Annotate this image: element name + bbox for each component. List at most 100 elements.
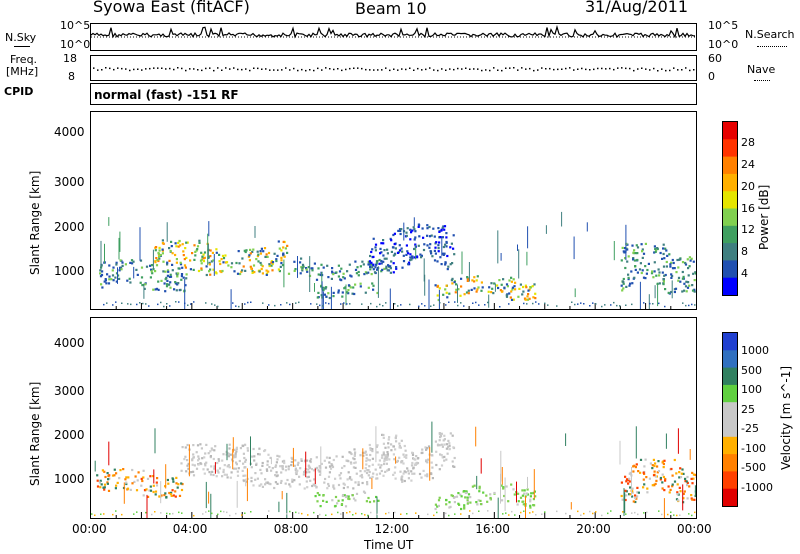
echo-cell — [154, 261, 157, 264]
echo-cell — [170, 491, 173, 494]
echo-cell — [394, 436, 397, 439]
echo-cell — [189, 259, 192, 262]
echo-cell — [236, 272, 240, 275]
echo-cell — [181, 446, 184, 449]
echo-streak — [625, 224, 627, 261]
freq-point — [97, 69, 99, 71]
echo-cell — [466, 501, 470, 504]
echo-cell — [108, 275, 111, 278]
echo-cell — [364, 451, 367, 454]
echo-cell — [184, 284, 187, 287]
echo-cell — [312, 469, 316, 472]
ground-scatter — [148, 305, 150, 307]
echo-cell — [402, 462, 405, 465]
echo-cell — [263, 247, 267, 250]
echo-cell — [386, 248, 389, 251]
echo-cell — [303, 460, 307, 463]
echo-cell — [651, 270, 654, 273]
echo-cell — [169, 249, 172, 253]
echo-cell — [331, 499, 334, 502]
echo-cell — [343, 465, 346, 468]
echo-cell — [519, 496, 523, 499]
echo-cell — [244, 474, 247, 477]
echo-cell — [357, 274, 360, 277]
ground-scatter — [673, 514, 675, 516]
echo-cell — [275, 471, 278, 474]
echo-cell — [239, 272, 242, 276]
echo-cell — [215, 251, 218, 254]
echo-cell — [175, 476, 178, 479]
echo-cell — [365, 471, 369, 475]
ground-scatter — [214, 304, 216, 306]
freq-point — [453, 68, 455, 71]
echo-cell — [634, 252, 637, 255]
echo-cell — [380, 456, 384, 459]
echo-cell — [244, 458, 247, 461]
echo-cell — [316, 466, 319, 469]
echo-cell — [96, 479, 99, 482]
echo-cell — [347, 289, 350, 292]
echo-cell — [341, 499, 344, 502]
freq-point — [465, 67, 467, 69]
echo-cell — [445, 241, 448, 244]
freq-point — [345, 68, 347, 71]
echo-cell — [343, 483, 346, 486]
freq-point — [205, 67, 207, 70]
echo-cell — [180, 278, 183, 281]
freq-point — [137, 68, 139, 70]
echo-cell — [679, 476, 683, 479]
echo-streak — [118, 237, 120, 260]
echo-cell — [386, 456, 389, 459]
echo-cell — [690, 477, 693, 480]
echo-cell — [212, 457, 215, 461]
echo-cell — [394, 477, 397, 480]
echo-cell — [203, 456, 206, 459]
echo-cell — [354, 283, 357, 286]
echo-cell — [627, 482, 630, 485]
freq-point — [681, 69, 683, 71]
echo-cell — [413, 256, 416, 259]
echo-cell — [342, 272, 345, 275]
ground-scatter — [634, 511, 636, 514]
echo-cell — [626, 248, 629, 251]
echo-cell — [348, 497, 351, 501]
echo-cell — [143, 287, 146, 290]
echo-cell — [182, 276, 185, 279]
freq-point — [369, 69, 371, 71]
echo-cell — [115, 263, 118, 266]
echo-cell — [637, 470, 640, 473]
echo-cell — [436, 444, 440, 447]
echo-cell — [158, 246, 161, 249]
echo-cell — [401, 480, 404, 483]
echo-cell — [688, 256, 691, 259]
echo-cell — [687, 274, 690, 277]
echo-cell — [430, 234, 433, 237]
echo-cell — [395, 266, 398, 269]
echo-cell — [325, 500, 328, 503]
ground-scatter — [607, 512, 609, 515]
freq-point — [105, 67, 107, 69]
echo-cell — [320, 462, 323, 465]
echo-cell — [645, 272, 648, 275]
echo-cell — [265, 273, 268, 276]
echo-cell — [442, 225, 445, 228]
echo-cell — [414, 462, 417, 465]
echo-cell — [390, 250, 393, 253]
echo-cell — [241, 257, 244, 260]
echo-cell — [620, 284, 623, 287]
echo-cell — [394, 466, 397, 469]
echo-cell — [688, 265, 691, 268]
echo-cell — [107, 282, 111, 285]
echo-cell — [636, 252, 639, 255]
echo-cell — [346, 478, 349, 481]
ground-scatter — [343, 302, 345, 304]
echo-cell — [447, 445, 450, 448]
echo-cell — [158, 249, 161, 252]
ground-scatter — [625, 304, 627, 306]
echo-cell — [179, 261, 182, 264]
ground-scatter — [361, 513, 363, 515]
echo-cell — [641, 256, 644, 259]
echo-cell — [653, 470, 656, 473]
ground-scatter — [397, 305, 399, 307]
echo-cell — [507, 500, 510, 503]
